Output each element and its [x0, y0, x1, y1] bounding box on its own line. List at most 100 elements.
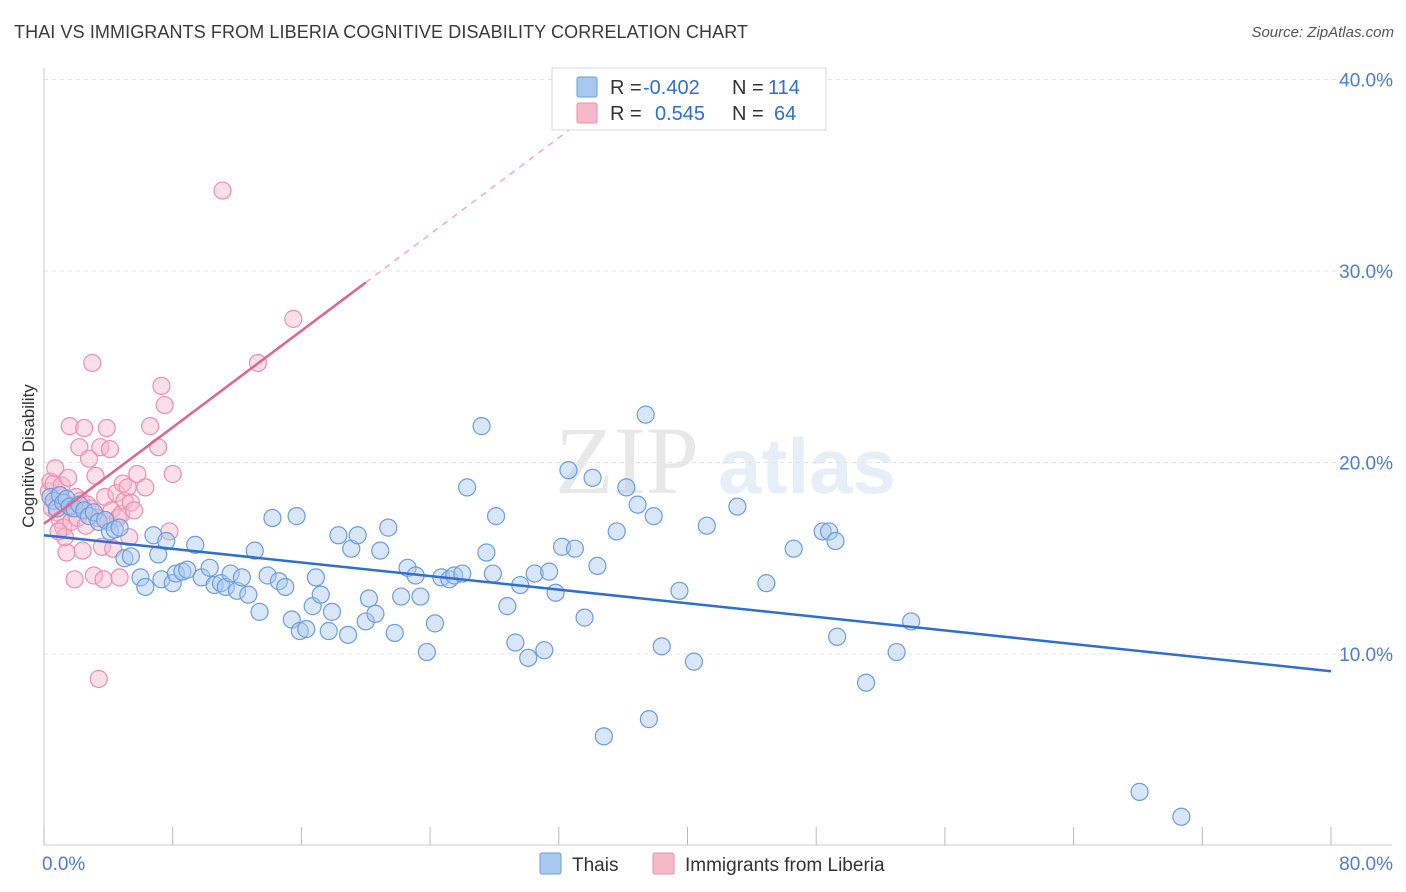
thais-trend-line: [43, 534, 1332, 673]
liberia-point-11: [57, 543, 76, 562]
thais-point-37: [232, 568, 251, 587]
thais-point-86: [546, 583, 565, 602]
source-label: Source: ZipAtlas.com: [1251, 24, 1394, 41]
y-tick-label-2: 30.0%: [1339, 262, 1393, 283]
thais-point-28: [178, 560, 197, 579]
thais-point-55: [338, 625, 358, 644]
liberia-point-55: [152, 376, 171, 395]
thais-point-77: [483, 564, 502, 583]
thais-point-63: [385, 623, 404, 643]
liberia-point-48: [120, 528, 139, 547]
thais-point-62: [379, 518, 398, 537]
thais-point-22: [149, 545, 168, 564]
liberia-point-53: [141, 417, 160, 436]
bottom-legend-label-liberia: Immigrants from Liberia: [685, 855, 885, 876]
liberia-point-58: [163, 464, 182, 484]
thais-point-107: [813, 522, 832, 541]
thais-point-104: [728, 497, 747, 516]
liberia-point-25: [79, 449, 99, 468]
liberia-point-21: [73, 541, 92, 560]
liberia-point-59: [213, 181, 232, 200]
bottom-legend-label-thais: Thais: [572, 855, 618, 876]
axes: [43, 68, 1392, 846]
thais-point-31: [200, 558, 219, 577]
thais-point-79: [498, 597, 517, 616]
thais-point-24: [157, 531, 176, 551]
thais-point-54: [329, 526, 348, 545]
thais-point-34: [216, 577, 235, 597]
thais-point-100: [652, 637, 671, 656]
thais-point-95: [617, 478, 636, 497]
thais-point-109: [826, 531, 845, 551]
thais-point-44: [276, 577, 295, 597]
thais-point-103: [697, 516, 716, 535]
thais-point-35: [221, 564, 240, 583]
bottom-legend-swatch-liberia: [652, 852, 675, 875]
tick-labels: 10.0% 20.0% 30.0% 40.0% 0.0% 80.0%: [42, 71, 1393, 876]
thais-point-61: [371, 541, 390, 560]
thais-point-110: [828, 627, 847, 646]
chart-title: THAI VS IMMIGRANTS FROM LIBERIA COGNITIV…: [14, 22, 749, 42]
thais-point-58: [356, 612, 375, 631]
liberia-point-61: [284, 309, 303, 328]
thais-point-99: [644, 507, 663, 526]
thais-point-32: [205, 575, 224, 595]
thais-point-75: [472, 417, 491, 436]
thais-point-97: [636, 405, 655, 424]
thais-points: [41, 405, 1191, 826]
thais-point-20: [136, 577, 155, 597]
thais-point-17: [115, 549, 134, 568]
thais-point-111: [856, 673, 876, 692]
legend-n-label-liberia: N =: [732, 103, 764, 125]
bottom-legend-swatch-thais: [539, 852, 562, 875]
thais-point-36: [227, 581, 247, 600]
thais-point-92: [588, 556, 607, 576]
liberia-point-52: [136, 478, 155, 497]
y-axis-label: Cognitive Disability: [19, 384, 38, 528]
thais-point-29: [186, 535, 205, 554]
thais-point-52: [319, 621, 338, 641]
thais-point-16: [110, 518, 129, 537]
liberia-point-51: [128, 464, 147, 484]
thais-point-46: [287, 507, 306, 526]
thais-point-41: [258, 566, 277, 585]
thais-point-38: [239, 585, 258, 604]
x-tick-label-1: 80.0%: [1339, 854, 1393, 875]
watermark-atlas: atlas: [718, 422, 896, 510]
thais-point-51: [311, 585, 330, 604]
legend-swatch-thais: [576, 76, 598, 98]
thais-point-57: [348, 526, 367, 545]
liberia-trend-extension: [365, 125, 576, 284]
y-tick-label-3: 40.0%: [1339, 71, 1393, 92]
liberia-point-31: [89, 669, 108, 688]
thais-point-115: [1172, 807, 1191, 826]
liberia-point-4: [46, 459, 65, 478]
thais-point-26: [166, 564, 186, 583]
thais-point-19: [131, 568, 150, 587]
thais-point-102: [684, 652, 704, 671]
liberia-point-56: [155, 395, 174, 415]
liberia-point-13: [60, 417, 79, 436]
thais-point-39: [245, 541, 264, 560]
x-tick-label-0: 0.0%: [42, 854, 85, 875]
thais-point-18: [121, 547, 140, 566]
thais-point-112: [887, 642, 906, 662]
thais-point-105: [757, 574, 776, 593]
thais-point-50: [306, 568, 325, 587]
thais-point-59: [359, 589, 379, 608]
thais-point-101: [670, 581, 689, 600]
thais-point-94: [607, 522, 626, 541]
thais-point-108: [819, 522, 839, 541]
thais-point-69: [425, 614, 445, 633]
gridlines: [44, 79, 1392, 655]
legend-n-value-thais: 114: [768, 77, 800, 99]
thais-point-106: [784, 539, 803, 558]
thais-point-47: [290, 621, 309, 641]
thais-point-83: [525, 564, 544, 583]
thais-point-60: [366, 604, 385, 623]
liberia-point-22: [75, 418, 94, 438]
liberia-point-38: [100, 439, 120, 459]
liberia-point-1: [41, 472, 60, 491]
thais-point-89: [565, 539, 584, 558]
series-legend: Thais Immigrants from Liberia: [539, 852, 885, 876]
